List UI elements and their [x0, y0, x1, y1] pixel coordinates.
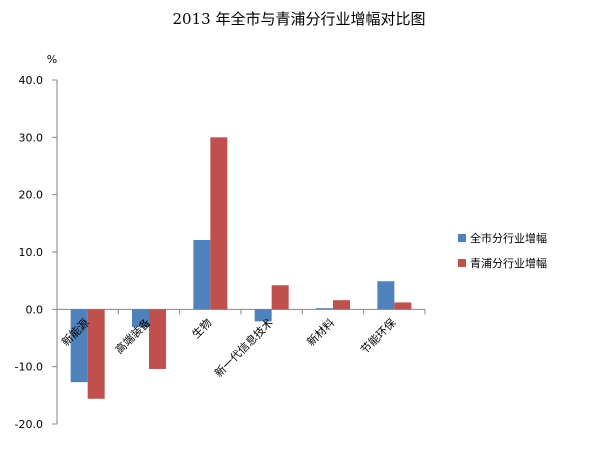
bar-qingpu-2 — [210, 137, 228, 310]
y-axis-unit: % — [47, 53, 57, 66]
legend-label: 全市分行业增幅 — [470, 231, 547, 245]
bar-citywide-5 — [377, 281, 395, 310]
y-tick-label: -20.0 — [15, 418, 43, 431]
x-category-label: 生物 — [189, 316, 214, 341]
bar-qingpu-5 — [394, 302, 412, 310]
bar-qingpu-3 — [271, 285, 289, 310]
legend-label: 青浦分行业增幅 — [470, 256, 547, 270]
bar-citywide-3 — [254, 309, 272, 322]
bar-citywide-1 — [132, 309, 149, 328]
y-tick-label: -10.0 — [15, 361, 43, 374]
axes-layer — [52, 79, 426, 425]
y-tick-label: 10.0 — [19, 246, 44, 259]
x-category-label: 新材料 — [304, 316, 337, 349]
y-tick-label: 30.0 — [19, 131, 44, 144]
chart-title: 2013 年全市与青浦分行业增幅对比图 — [172, 10, 426, 28]
x-category-label: 节能环保 — [357, 316, 398, 357]
bar-qingpu-0 — [87, 309, 105, 399]
bar-qingpu-1 — [149, 309, 166, 369]
y-tick-label: 40.0 — [19, 74, 44, 87]
legend-swatch — [458, 259, 466, 267]
bar-qingpu-4 — [333, 300, 350, 310]
bar-citywide-2 — [193, 239, 211, 310]
y-tick-label: 0.0 — [26, 303, 44, 316]
x-category-label: 新一代信息技术 — [211, 316, 275, 380]
y-tick-label: 20.0 — [19, 189, 44, 202]
bar-citywide-0 — [70, 309, 88, 383]
bar-citywide-4 — [316, 308, 333, 310]
legend-swatch — [458, 234, 466, 242]
bars-layer — [70, 137, 412, 399]
